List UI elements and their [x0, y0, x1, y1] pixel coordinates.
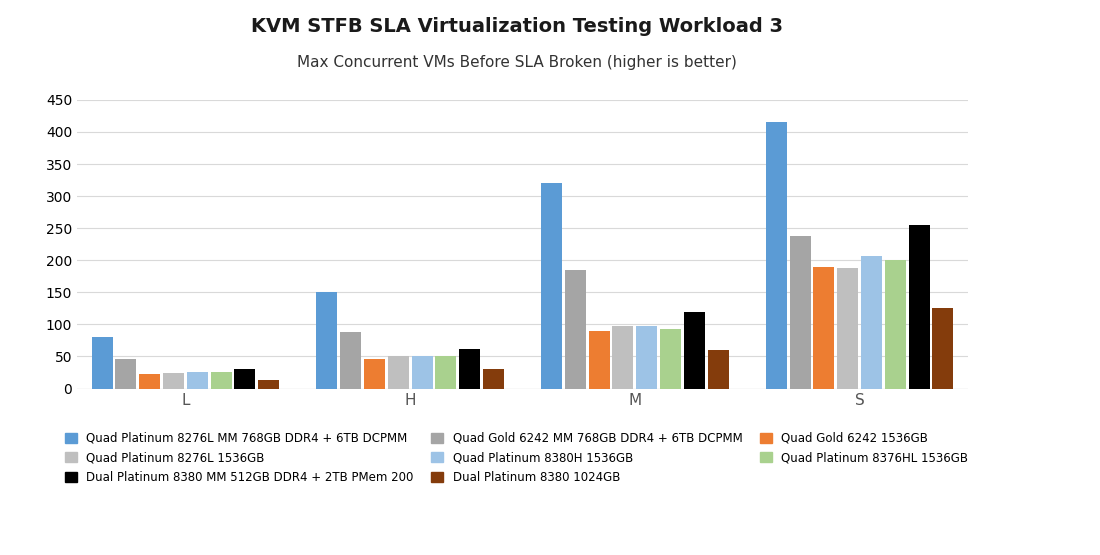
Bar: [258, 380, 279, 388]
Bar: [861, 256, 882, 388]
Bar: [340, 332, 361, 388]
Bar: [636, 326, 657, 388]
Bar: [388, 356, 409, 388]
Bar: [588, 331, 609, 388]
Bar: [411, 356, 432, 388]
Bar: [707, 350, 728, 388]
Text: KVM STFB SLA Virtualization Testing Workload 3: KVM STFB SLA Virtualization Testing Work…: [251, 17, 783, 36]
Bar: [684, 311, 705, 388]
Bar: [766, 122, 786, 388]
Bar: [565, 270, 586, 388]
Bar: [660, 329, 681, 388]
Bar: [364, 359, 385, 388]
Bar: [483, 369, 504, 388]
Bar: [909, 225, 929, 388]
Bar: [163, 373, 184, 388]
Bar: [317, 292, 338, 388]
Bar: [436, 356, 456, 388]
Bar: [813, 266, 835, 388]
Bar: [234, 369, 255, 388]
Bar: [933, 309, 954, 388]
Text: Max Concurrent VMs Before SLA Broken (higher is better): Max Concurrent VMs Before SLA Broken (hi…: [297, 56, 737, 70]
Bar: [210, 372, 232, 388]
Bar: [459, 349, 480, 388]
Bar: [884, 260, 905, 388]
Bar: [116, 359, 136, 388]
Bar: [541, 183, 562, 388]
Bar: [837, 268, 858, 388]
Bar: [91, 337, 112, 388]
Bar: [140, 375, 161, 388]
Legend: Quad Platinum 8276L MM 768GB DDR4 + 6TB DCPMM, Quad Platinum 8276L 1536GB, Dual : Quad Platinum 8276L MM 768GB DDR4 + 6TB …: [65, 432, 968, 484]
Bar: [790, 236, 811, 388]
Bar: [187, 372, 208, 388]
Bar: [613, 326, 634, 388]
